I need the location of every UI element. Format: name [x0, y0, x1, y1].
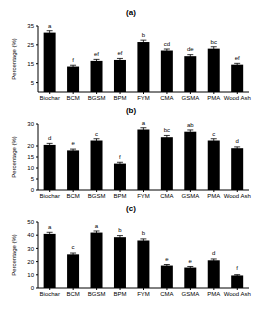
svg-text:a: a — [48, 224, 52, 230]
svg-text:e: e — [165, 256, 169, 262]
svg-text:Biochar: Biochar — [40, 291, 60, 297]
svg-text:b: b — [118, 227, 122, 233]
svg-text:PMA: PMA — [207, 193, 220, 199]
svg-text:CMA: CMA — [160, 193, 173, 199]
svg-text:0: 0 — [31, 285, 35, 291]
svg-text:ab: ab — [187, 122, 194, 128]
svg-text:ef: ef — [117, 50, 122, 56]
svg-text:BGSM: BGSM — [88, 291, 106, 297]
svg-text:BPM: BPM — [114, 193, 127, 199]
svg-text:de: de — [187, 46, 194, 52]
svg-text:GSMA: GSMA — [182, 95, 200, 101]
svg-text:a: a — [95, 223, 99, 229]
svg-text:BPM: BPM — [114, 95, 127, 101]
svg-text:c: c — [95, 131, 98, 137]
svg-text:d: d — [236, 138, 239, 144]
svg-text:f: f — [119, 154, 121, 160]
svg-text:20: 20 — [27, 143, 34, 149]
svg-text:5: 5 — [31, 176, 35, 182]
svg-text:5: 5 — [31, 80, 35, 86]
svg-text:Wood Ash: Wood Ash — [224, 291, 251, 297]
svg-text:PMA: PMA — [207, 291, 220, 297]
svg-text:Wood Ash: Wood Ash — [224, 193, 251, 199]
svg-text:b: b — [142, 230, 146, 236]
svg-text:BGSM: BGSM — [88, 95, 106, 101]
svg-text:bc: bc — [164, 127, 170, 133]
svg-text:BPM: BPM — [114, 291, 127, 297]
svg-text:15: 15 — [27, 61, 34, 67]
svg-text:f: f — [72, 57, 74, 63]
svg-text:10: 10 — [27, 165, 34, 171]
svg-text:35: 35 — [27, 23, 34, 29]
svg-text:CMA: CMA — [160, 291, 173, 297]
html-text:(c): (c) — [126, 204, 136, 213]
svg-text:d: d — [48, 135, 51, 141]
svg-text:CMA: CMA — [160, 95, 173, 101]
svg-text:a: a — [142, 120, 146, 126]
svg-text:c: c — [212, 131, 215, 137]
svg-text:FYM: FYM — [137, 95, 150, 101]
svg-text:Percentage (%): Percentage (%) — [11, 136, 17, 178]
svg-text:Percentage (%): Percentage (%) — [11, 38, 17, 80]
svg-text:Biochar: Biochar — [40, 95, 60, 101]
svg-text:cd: cd — [164, 41, 170, 47]
svg-text:10: 10 — [27, 272, 34, 278]
svg-text:BCM: BCM — [66, 95, 79, 101]
svg-text:Wood Ash: Wood Ash — [224, 95, 251, 101]
svg-text:c: c — [72, 244, 75, 250]
svg-text:a: a — [48, 23, 52, 29]
svg-text:20: 20 — [27, 259, 34, 265]
svg-text:GSMA: GSMA — [182, 193, 200, 199]
svg-text:15: 15 — [27, 154, 34, 160]
svg-text:ef: ef — [94, 51, 99, 57]
html-text:(a): (a) — [126, 8, 136, 17]
svg-text:BCM: BCM — [66, 291, 79, 297]
svg-text:30: 30 — [27, 121, 34, 127]
html-text:(b): (b) — [125, 106, 137, 115]
svg-text:Biochar: Biochar — [40, 193, 60, 199]
svg-text:GSMA: GSMA — [182, 291, 200, 297]
svg-text:BCM: BCM — [66, 193, 79, 199]
svg-text:BGSM: BGSM — [88, 193, 106, 199]
svg-text:d: d — [212, 250, 215, 256]
svg-text:FYM: FYM — [137, 193, 150, 199]
svg-text:e: e — [71, 140, 75, 146]
svg-text:FYM: FYM — [137, 291, 150, 297]
svg-text:b: b — [142, 32, 146, 38]
svg-text:30: 30 — [27, 246, 34, 252]
svg-text:Percentage (%): Percentage (%) — [11, 234, 17, 276]
svg-text:ef: ef — [235, 55, 240, 61]
svg-text:40: 40 — [27, 232, 34, 238]
svg-text:f: f — [236, 265, 238, 271]
svg-text:bc: bc — [211, 39, 217, 45]
svg-text:PMA: PMA — [207, 95, 220, 101]
svg-text:e: e — [189, 258, 193, 264]
svg-text:0: 0 — [31, 187, 35, 193]
svg-text:50: 50 — [27, 219, 34, 225]
svg-text:25: 25 — [27, 42, 34, 48]
